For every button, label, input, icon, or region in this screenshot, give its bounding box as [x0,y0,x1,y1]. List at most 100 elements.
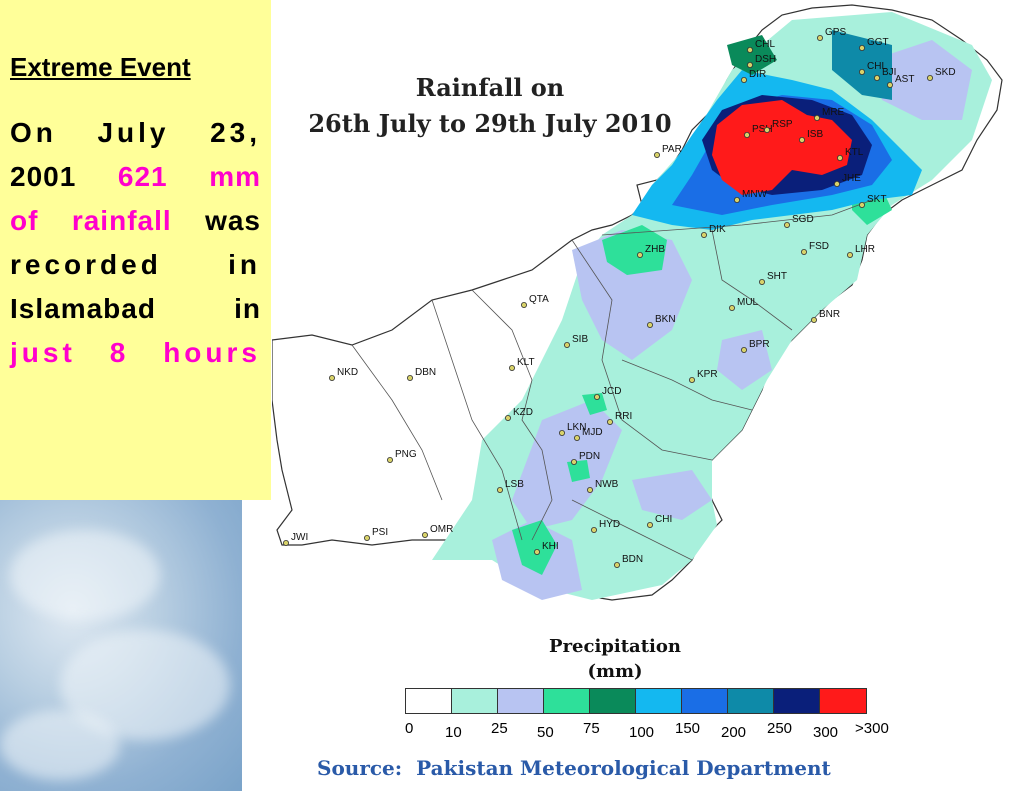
station-label: PNG [395,449,417,460]
station-label: PDN [579,451,600,462]
map-title-line-2: 26th July to 29th July 2010 [308,109,672,138]
rain-zone-25 [872,40,972,120]
station-dot [874,75,881,82]
legend-title-line-2: (mm) [587,661,643,682]
station-label: OMR [430,524,453,535]
station-label: JWI [291,532,308,543]
station-dot [814,115,821,122]
station-dot [834,180,841,187]
station-label: SGD [792,214,814,225]
legend-swatch [590,689,636,713]
station-label: BDN [622,554,643,565]
station-dot [387,456,394,463]
rain-zone-50 [602,225,667,275]
station-label: KHI [542,541,559,552]
station-dot [743,131,750,138]
legend-swatch [728,689,774,713]
station-dot [859,69,866,76]
station-label: BJI [882,67,896,78]
station-label: CHI [655,514,672,525]
legend-swatch [544,689,590,713]
province-boundaries [351,199,873,561]
station-dot [740,346,747,353]
station-dot [746,62,753,69]
station-dot [533,549,540,556]
station-label: CHL [755,39,775,50]
station-dot [329,374,336,381]
station-label: NWB [595,479,619,490]
station-label: MRE [822,107,845,118]
station-dot [504,414,511,421]
panel-line-3: of rainfall was [10,199,261,243]
legend-tick-label: 25 [491,720,508,737]
panel-year: 2001 [10,161,77,192]
legend-tick-label: 100 [629,724,655,741]
station-label: LHR [855,244,875,255]
map-title: Rainfall on 26th July to 29th July 2010 [300,70,680,142]
station-label: QTA [529,294,549,305]
panel-heading: Extreme Event [10,52,191,82]
cloud-photo [0,490,242,791]
station-label: KLT [517,357,535,368]
panel-rain-amount: 621 mm [117,161,261,192]
station-label: HYD [599,519,620,530]
station-dot [586,486,593,493]
station-dot [746,47,753,54]
station-dot [406,374,413,381]
station-dot [613,562,620,569]
legend-tick-label: >300 [855,720,889,737]
legend-swatch [406,689,452,713]
station-label: BNR [819,309,840,320]
map-title-line-1: Rainfall on [415,73,565,102]
legend-swatch [452,689,498,713]
legend-tick-label: 10 [445,724,462,741]
station-dot [801,248,808,255]
rain-zone-50 [567,460,590,482]
station-dot [811,316,818,323]
station-label: FSD [809,241,829,252]
station-dot [573,434,580,441]
station-label: RSP [772,119,793,130]
legend-tick-label: 250 [767,720,793,737]
station-dot [847,251,854,258]
station-dot [364,535,371,542]
station-dot [508,364,515,371]
station-dot [837,154,844,161]
legend-swatch [682,689,728,713]
station-dot [927,75,934,82]
station-label: NKD [337,367,358,378]
panel-rainfall-text: of rainfall [10,205,172,236]
station-label: PAR [662,144,682,155]
legend-tick-label: 75 [583,720,600,737]
station-dot [728,304,735,311]
source-label: Source: [317,756,403,780]
panel-line-2: 2001 621 mm [10,155,261,199]
station-label: LKN [567,422,586,433]
station-dot [784,221,791,228]
station-label: KZD [513,407,533,418]
station-dot [740,77,747,84]
station-label: LSB [505,479,524,490]
station-dot [733,196,740,203]
station-dot [606,418,613,425]
panel-body: On July 23, 2001 621 mm of rainfall was … [10,111,261,375]
station-dot [520,301,527,308]
station-dot [887,82,894,89]
station-dot [421,532,428,539]
source-credit: Source: Pakistan Meteorological Departmen… [317,756,831,780]
station-dot [688,376,695,383]
text-panel: Extreme Event On July 23, 2001 621 mm of… [0,0,271,500]
station-dot [570,458,577,465]
station-dot [646,321,653,328]
panel-duration: just 8 hours [10,337,261,368]
legend-swatch [820,689,866,713]
station-label: CHL [867,61,887,72]
station-dot [646,522,653,529]
station-dot [700,231,707,238]
legend-title-line-1: Precipitation [549,636,681,657]
station-label: SKD [935,67,956,78]
legend-title: Precipitation (mm) [530,634,700,684]
station-label: DIK [709,224,726,235]
station-label: JHE [842,173,861,184]
panel-was-text: was [205,205,262,236]
